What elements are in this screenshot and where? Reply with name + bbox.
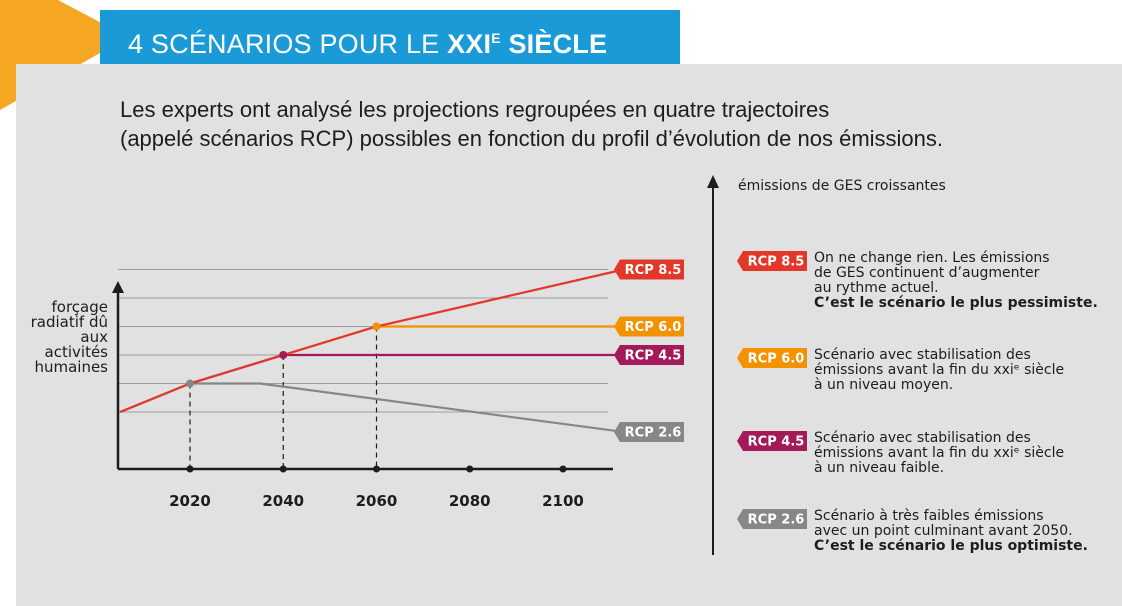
- ges-axis-arrow: [707, 175, 719, 188]
- legend-bold-line: C’est le scénario le plus pessimiste.: [814, 295, 1098, 311]
- end-label-tag: [614, 259, 684, 280]
- data-point: [372, 322, 381, 331]
- x-tick-label: 2040: [262, 492, 304, 510]
- series-line-rcp45: [189, 353, 624, 385]
- legend-line: On ne change rien. Les émissions: [814, 250, 1050, 266]
- y-axis-label-line: forçage: [51, 298, 108, 316]
- y-axis-label-line: humaines: [34, 358, 108, 376]
- end-label-tag: [614, 345, 684, 365]
- legend-item-rcp26: RCP 2.6 Scénario à très faibles émission…: [737, 509, 1088, 554]
- legend-description: On ne change rien. Les émissions de GES …: [814, 251, 1122, 311]
- legend-description: Scénario avec stabilisation des émission…: [814, 431, 1122, 476]
- ges-axis-label: émissions de GES croissantes: [738, 178, 946, 194]
- x-tick-label: 2080: [449, 492, 491, 510]
- rcp26-tag: RCP 2.6: [737, 509, 807, 529]
- data-point: [186, 379, 194, 388]
- y-axis-arrow: [112, 281, 124, 293]
- legend-line: de GES continuent d’augmenter: [814, 265, 1040, 281]
- rcp85-tag: RCP 8.5: [737, 251, 807, 271]
- series-line-rcp26: [119, 382, 624, 434]
- x-tick: [559, 465, 567, 473]
- legend-line: au rythme actuel.: [814, 280, 939, 296]
- end-label-text: RCP 8.5: [625, 263, 682, 278]
- legend-line: à un niveau moyen.: [814, 377, 954, 393]
- intro-line: Les experts ont analysé les projections …: [120, 97, 830, 122]
- end-label-text: RCP 6.0: [625, 320, 682, 335]
- series-line-rcp85: [119, 268, 624, 414]
- svg-text:RCP 2.6: RCP 2.6: [748, 513, 805, 528]
- intro-line: (appelé scénarios RCP) possibles en fonc…: [120, 126, 944, 151]
- legend-line: Scénario avec stabilisation des: [814, 430, 1031, 446]
- legend-item-rcp60: RCP 6.0 Scénario avec stabilisation des …: [737, 348, 1064, 393]
- x-tick: [373, 465, 380, 473]
- series-line-rcp60: [282, 325, 624, 357]
- svg-text:RCP 6.0: RCP 6.0: [748, 352, 805, 367]
- title-banner: [100, 10, 680, 64]
- legend-line: émissions avant la fin du xxiᵉ siècle: [814, 362, 1065, 378]
- svg-text:RCP 8.5: RCP 8.5: [748, 255, 805, 270]
- y-axis-label-line: activités: [44, 343, 108, 361]
- y-axis-label-line: aux: [80, 328, 108, 346]
- page-title: 4 SCÉNARIOS POUR LE XXIE SIÈCLE: [128, 29, 608, 59]
- rcp45-tag: RCP 4.5: [737, 431, 807, 451]
- x-tick-label: 2060: [356, 492, 398, 510]
- data-point: [279, 351, 288, 359]
- y-axis-label-line: radiatif dû: [30, 313, 108, 331]
- x-tick: [186, 465, 194, 473]
- legend-item-rcp85: RCP 8.5 On ne change rien. Les émissions…: [737, 251, 1098, 311]
- legend-bold-line: C’est le scénario le plus optimiste.: [814, 538, 1088, 554]
- legend-line: à un niveau faible.: [814, 460, 945, 476]
- x-tick-label: 2020: [169, 492, 211, 510]
- y-axis-label: forçage radiatif dû aux activités humain…: [20, 300, 108, 375]
- legend-line: avec un point culminant avant 2050.: [814, 523, 1073, 539]
- legend-description: Scénario à très faibles émissions avec u…: [814, 509, 1122, 554]
- legend-description: Scénario avec stabilisation des émission…: [814, 348, 1122, 393]
- end-label-text: RCP 2.6: [625, 425, 682, 440]
- legend-line: Scénario avec stabilisation des: [814, 347, 1031, 363]
- legend-line: émissions avant la fin du xxiᵉ siècle: [814, 445, 1065, 461]
- end-label-tag: [614, 421, 684, 442]
- intro-text: Les experts ont analysé les projections …: [120, 95, 1080, 153]
- x-tick: [279, 465, 287, 473]
- rcp60-tag: RCP 6.0: [737, 348, 807, 368]
- svg-text:RCP 4.5: RCP 4.5: [748, 435, 805, 450]
- legend-line: Scénario à très faibles émissions: [814, 508, 1044, 524]
- content-panel: [16, 64, 1122, 606]
- x-tick: [466, 465, 474, 473]
- end-label-text: RCP 4.5: [625, 349, 682, 364]
- x-tick-label: 2100: [542, 492, 584, 510]
- legend-item-rcp45: RCP 4.5 Scénario avec stabilisation des …: [737, 431, 1064, 476]
- end-label-tag: [614, 316, 684, 337]
